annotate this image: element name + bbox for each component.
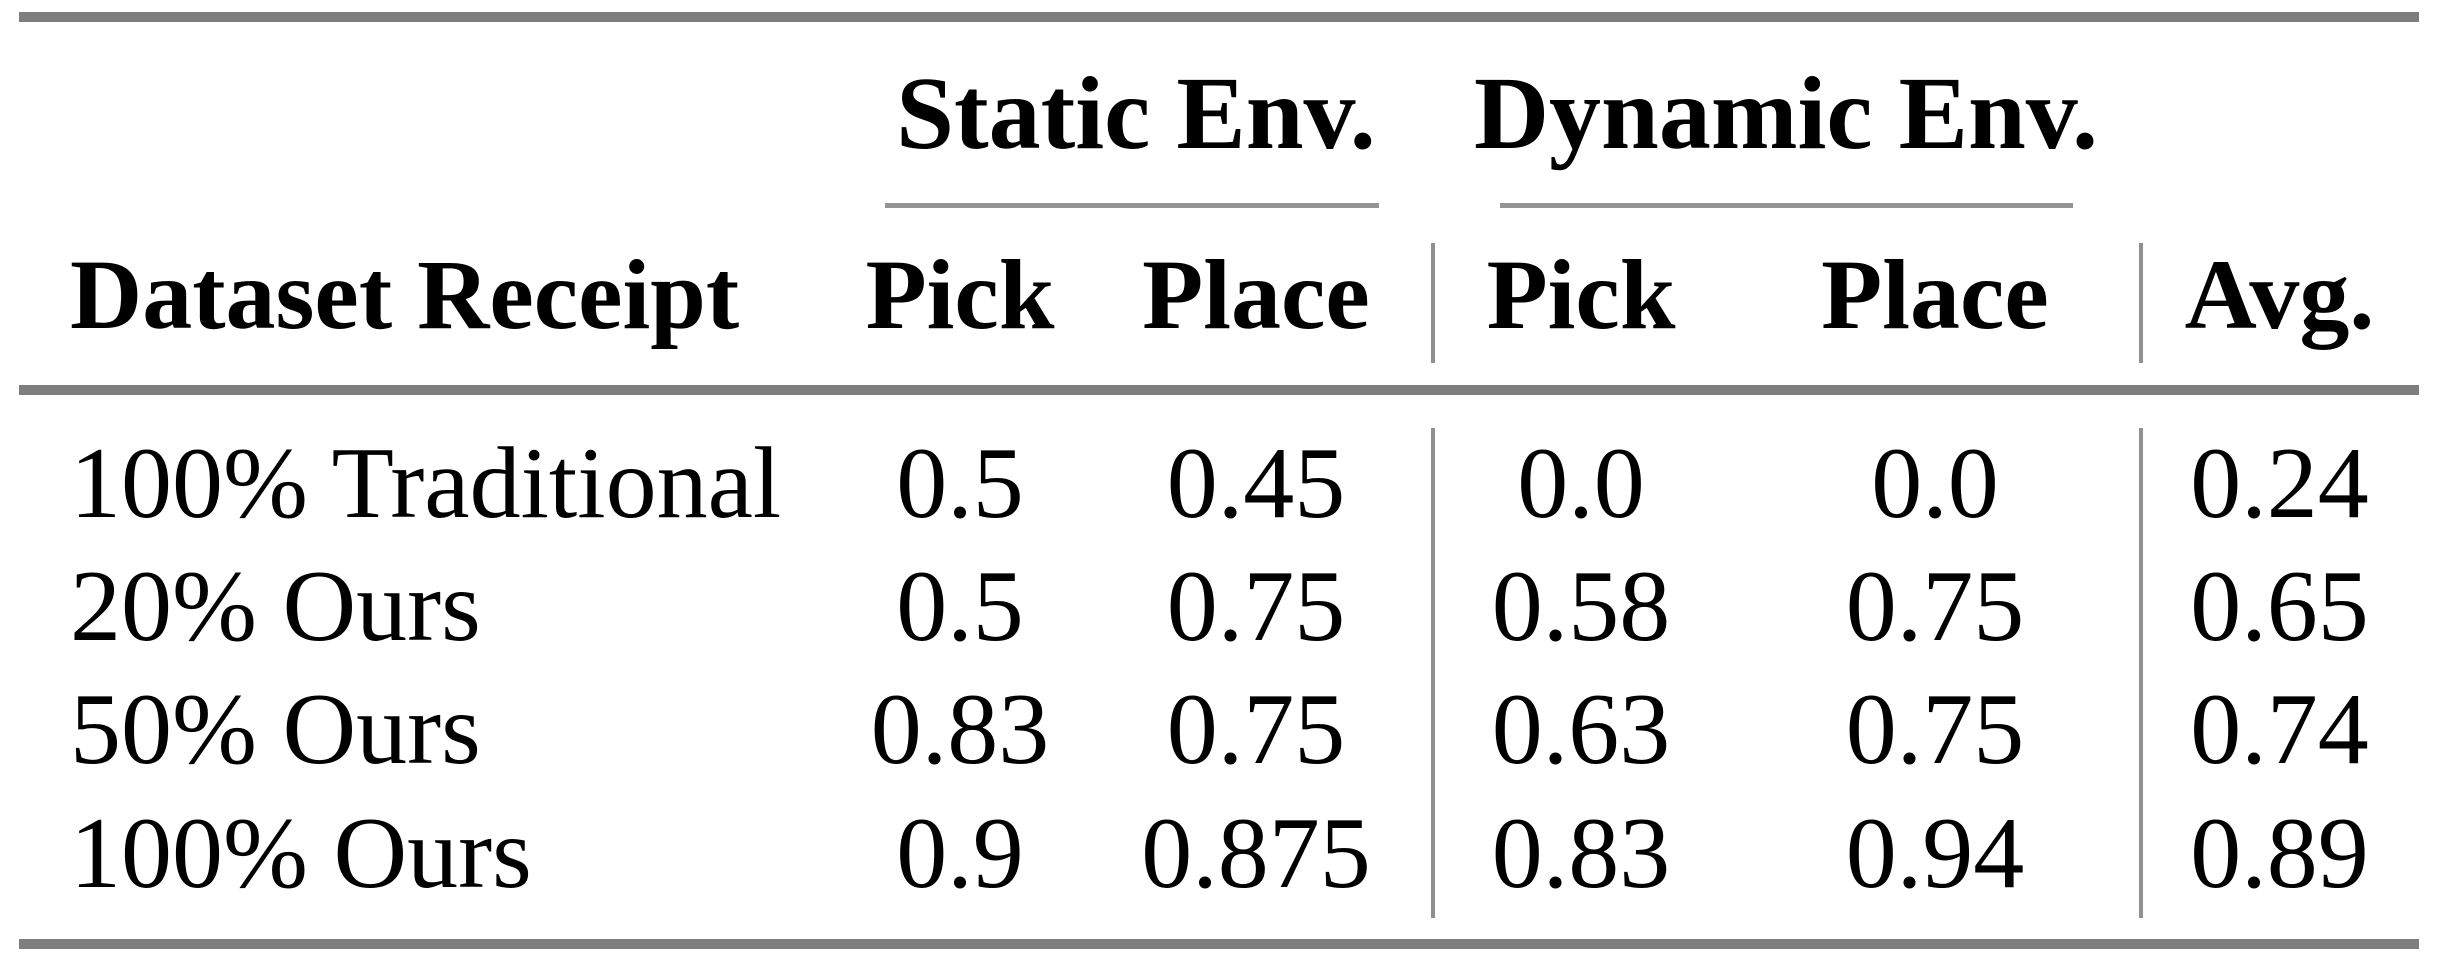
group-header-static-env: Static Env. bbox=[896, 56, 1376, 171]
cell-dynamic-place: 0.75 bbox=[1845, 550, 2025, 663]
cell-dataset: 20% Ours bbox=[70, 550, 481, 663]
col-header-dataset-receipt: Dataset Receipt bbox=[70, 239, 740, 350]
cell-avg: 0.65 bbox=[2190, 550, 2369, 663]
cell-dynamic-pick: 0.63 bbox=[1491, 673, 1671, 786]
cell-dynamic-place: 0.75 bbox=[1845, 673, 2025, 786]
cell-dynamic-pick: 0.0 bbox=[1517, 427, 1645, 540]
cell-dynamic-pick: 0.58 bbox=[1491, 550, 1671, 663]
cell-dataset: 100% Ours bbox=[70, 797, 532, 910]
cell-dynamic-place: 0.0 bbox=[1871, 427, 1999, 540]
cell-avg: 0.24 bbox=[2190, 427, 2369, 540]
cell-dataset: 50% Ours bbox=[70, 673, 481, 786]
cell-static-pick: 0.5 bbox=[896, 550, 1024, 663]
cell-static-pick: 0.83 bbox=[870, 673, 1050, 786]
group-header-spacer bbox=[19, 58, 840, 170]
column-header-row: Dataset Receipt Pick Place Pick Place Av… bbox=[19, 243, 2419, 347]
vertical-rule-left-body bbox=[1431, 428, 1435, 918]
cell-static-place: 0.75 bbox=[1166, 673, 1346, 786]
dynamic-group-underline bbox=[1500, 203, 2073, 208]
col-header-avg: Avg. bbox=[2184, 239, 2375, 350]
group-header-avg-spacer bbox=[2140, 58, 2419, 170]
group-header-row: Static Env. Dynamic Env. bbox=[19, 58, 2419, 170]
cell-dynamic-pick: 0.83 bbox=[1491, 797, 1671, 910]
cell-dataset: 100% Traditional bbox=[70, 427, 782, 540]
cell-dynamic-place: 0.94 bbox=[1845, 797, 2025, 910]
vertical-rule-right-header bbox=[2139, 243, 2143, 363]
static-group-underline bbox=[885, 203, 1379, 208]
cell-static-pick: 0.9 bbox=[896, 797, 1024, 910]
cell-avg: 0.74 bbox=[2190, 673, 2369, 786]
vertical-rule-left-header bbox=[1431, 243, 1435, 363]
cell-static-place: 0.875 bbox=[1141, 797, 1371, 910]
col-header-static-pick: Pick bbox=[865, 239, 1055, 350]
col-header-dynamic-place: Place bbox=[1821, 239, 2049, 350]
cell-static-place: 0.75 bbox=[1166, 550, 1346, 663]
table-row: 100% Ours 0.9 0.875 0.83 0.94 0.89 bbox=[19, 802, 2419, 906]
bottom-rule bbox=[19, 939, 2419, 949]
cell-avg: 0.89 bbox=[2190, 797, 2369, 910]
table-row: 50% Ours 0.83 0.75 0.63 0.75 0.74 bbox=[19, 678, 2419, 782]
table-row: 20% Ours 0.5 0.75 0.58 0.75 0.65 bbox=[19, 555, 2419, 659]
cell-static-pick: 0.5 bbox=[896, 427, 1024, 540]
top-rule bbox=[19, 12, 2419, 22]
mid-rule bbox=[19, 385, 2419, 395]
col-header-dynamic-pick: Pick bbox=[1486, 239, 1676, 350]
group-header-dynamic-env: Dynamic Env. bbox=[1473, 56, 2099, 171]
cell-static-place: 0.45 bbox=[1166, 427, 1346, 540]
col-header-static-place: Place bbox=[1142, 239, 1370, 350]
table-row: 100% Traditional 0.5 0.45 0.0 0.0 0.24 bbox=[19, 432, 2419, 536]
vertical-rule-right-body bbox=[2139, 428, 2143, 918]
